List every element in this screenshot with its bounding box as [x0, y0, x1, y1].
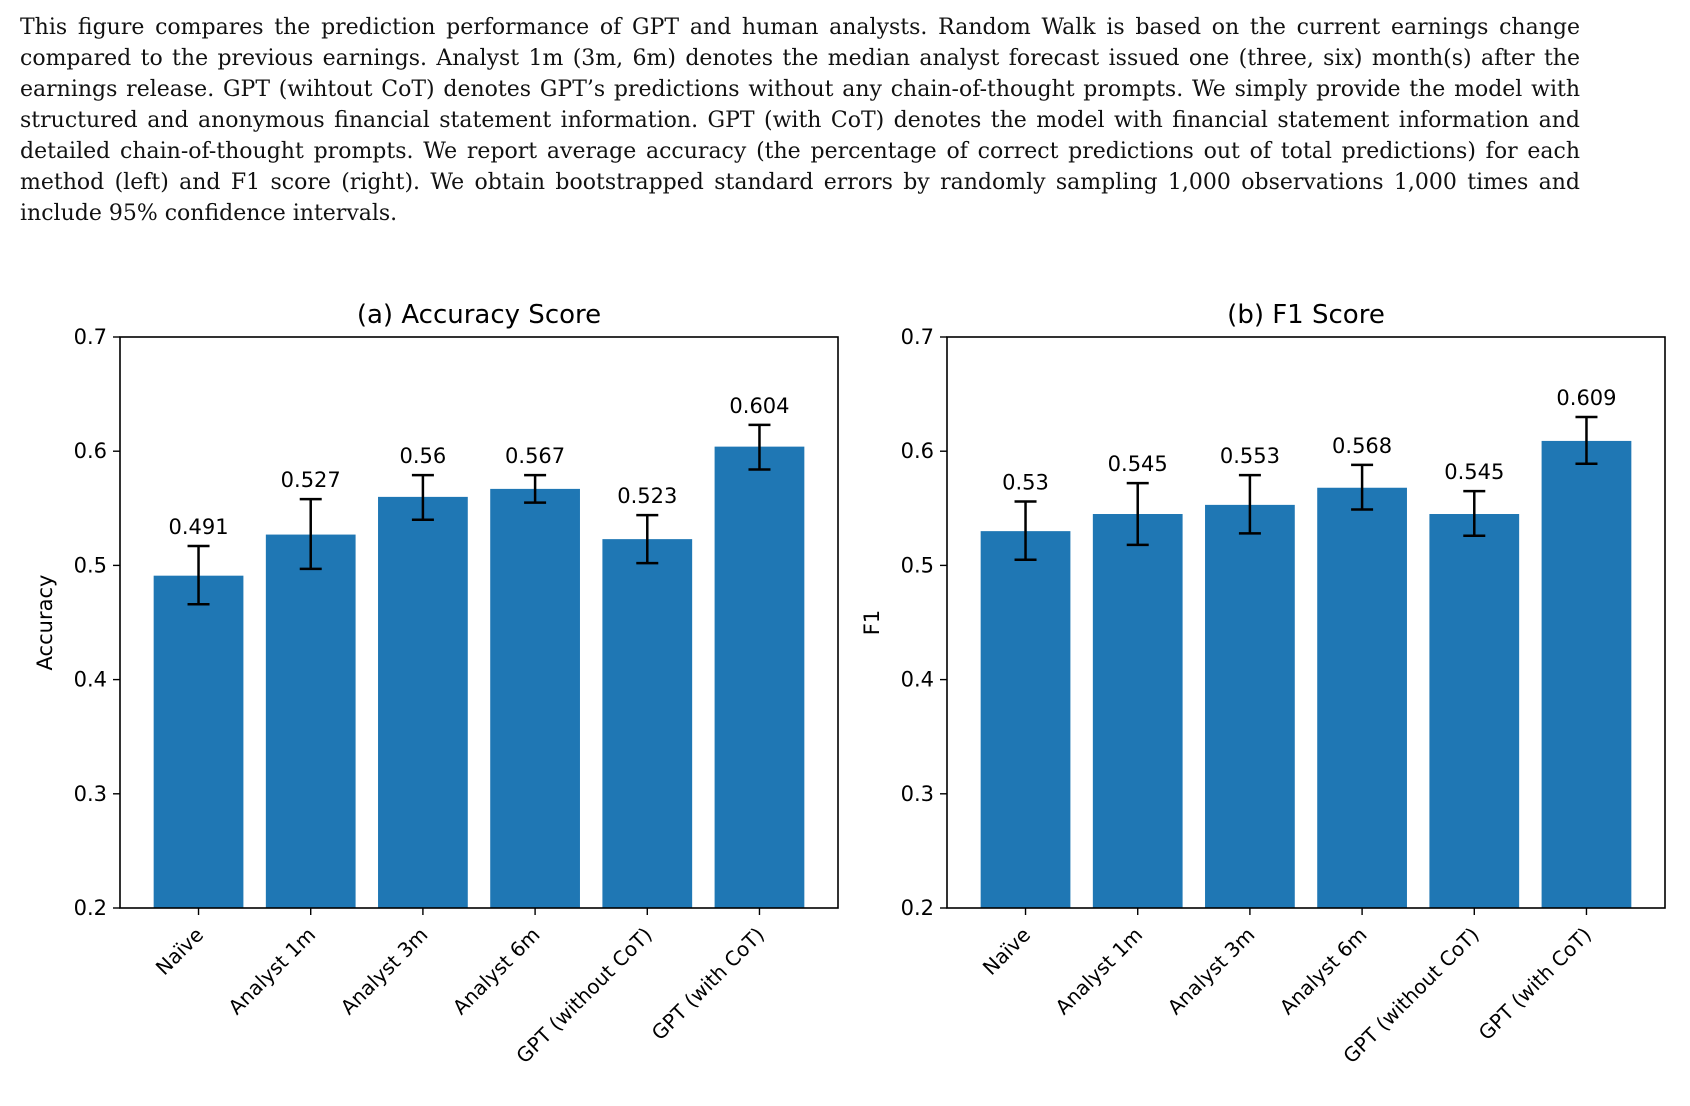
plot-frame [946, 336, 1666, 909]
plot-frame [119, 336, 839, 909]
accuracy-chart: 0.491 0.527 0.56 0.567 0.523 0.604 0.2 0.3 0.4 0.… [33, 300, 839, 1068]
chart-title: (a) Accuracy Score [357, 300, 601, 330]
y-tick-label-0: 0.2 [74, 896, 107, 920]
y-axis-label: Accuracy [33, 575, 57, 671]
data-label-2: 0.56 [400, 444, 447, 468]
data-label-4: 0.523 [617, 484, 677, 508]
data-label-5: 0.604 [729, 394, 789, 418]
bar-5 [1541, 440, 1632, 908]
x-tick-label-5: GPT (with CoT) [1474, 923, 1596, 1045]
bar-4 [1429, 514, 1520, 908]
data-label-1: 0.545 [1108, 452, 1168, 476]
y-tick-label-1: 0.3 [901, 782, 934, 806]
y-tick-label-5: 0.7 [901, 325, 934, 349]
bar-3 [490, 488, 580, 908]
bar-2 [378, 496, 468, 908]
bar-0 [153, 575, 244, 908]
bar-4 [602, 539, 693, 908]
bar-0 [980, 531, 1071, 908]
x-tick-label-1: Analyst 1m [1050, 923, 1147, 1020]
data-label-5: 0.609 [1556, 386, 1616, 410]
data-label-0: 0.491 [168, 515, 228, 539]
data-label-2: 0.553 [1220, 444, 1280, 468]
f1-chart: 0.53 0.545 0.553 0.568 0.545 0.609 0.2 0.3 0.4 0.… [860, 300, 1666, 1068]
chart-title: (b) F1 Score [1227, 300, 1385, 330]
x-tick-label-2: Analyst 3m [1163, 923, 1260, 1020]
x-tick-label-1: Analyst 1m [223, 923, 320, 1020]
bar-5 [714, 446, 805, 908]
x-tick-label-3: Analyst 6m [448, 923, 545, 1020]
figure-caption: This figure compares the prediction perf… [20, 15, 1580, 226]
bar-2 [1205, 504, 1295, 908]
x-tick-label-3: Analyst 6m [1275, 923, 1372, 1020]
data-label-1: 0.527 [281, 468, 341, 492]
data-label-3: 0.567 [505, 444, 565, 468]
bar-1 [265, 534, 356, 908]
bar-1 [1092, 514, 1183, 908]
y-tick-label-4: 0.6 [901, 439, 934, 463]
y-tick-label-3: 0.5 [74, 553, 107, 577]
y-axis-label: F1 [860, 610, 884, 635]
x-tick-label-2: Analyst 3m [336, 923, 433, 1020]
x-tick-label-5: GPT (with CoT) [647, 923, 769, 1045]
y-tick-label-4: 0.6 [74, 439, 107, 463]
y-tick-label-3: 0.5 [901, 553, 934, 577]
y-tick-label-0: 0.2 [901, 896, 934, 920]
data-label-0: 0.53 [1002, 470, 1049, 494]
y-tick-label-2: 0.4 [74, 668, 107, 692]
y-tick-label-5: 0.7 [74, 325, 107, 349]
data-label-4: 0.545 [1444, 460, 1504, 484]
x-tick-label-0: Naïve [151, 923, 208, 980]
y-tick-label-1: 0.3 [74, 782, 107, 806]
data-label-3: 0.568 [1332, 434, 1392, 458]
y-tick-label-2: 0.4 [901, 668, 934, 692]
bar-3 [1317, 487, 1407, 908]
x-tick-label-0: Naïve [978, 923, 1035, 980]
